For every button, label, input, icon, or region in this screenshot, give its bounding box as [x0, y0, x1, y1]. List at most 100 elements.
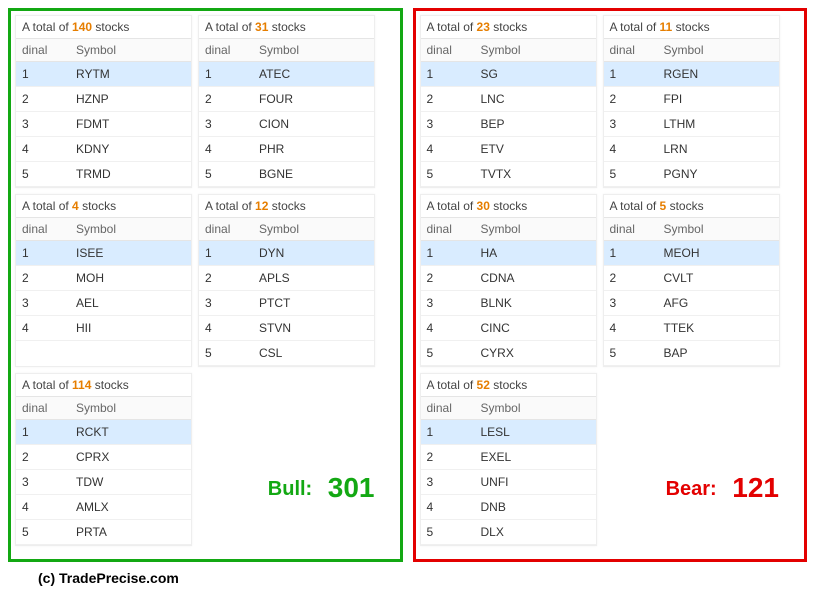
- ordinal-cell: 5: [199, 341, 253, 366]
- symbol-cell: CINC: [475, 316, 596, 341]
- ordinal-cell: 3: [16, 470, 70, 495]
- table-row[interactable]: 5TVTX: [421, 162, 596, 187]
- stock-table: dinalSymbol1RCKT2CPRX3TDW4AMLX5PRTA: [16, 396, 191, 545]
- table-row[interactable]: 4HII: [16, 316, 191, 341]
- ordinal-cell: 3: [199, 112, 253, 137]
- table-row[interactable]: 4ETV: [421, 137, 596, 162]
- table-row[interactable]: 2MOH: [16, 266, 191, 291]
- table-row[interactable]: 2LNC: [421, 87, 596, 112]
- table-row[interactable]: 5DLX: [421, 520, 596, 545]
- table-row[interactable]: 3LTHM: [604, 112, 779, 137]
- table-row[interactable]: 2CDNA: [421, 266, 596, 291]
- ordinal-cell: 1: [604, 62, 658, 87]
- table-row[interactable]: 5CYRX: [421, 341, 596, 366]
- bear-total: 121: [732, 472, 779, 503]
- credit: (c) TradePrecise.com: [38, 570, 807, 586]
- table-row[interactable]: 4PHR: [199, 137, 374, 162]
- table-row[interactable]: 1LESL: [421, 420, 596, 445]
- block-title: A total of 23 stocks: [421, 16, 596, 38]
- table-row[interactable]: 2FOUR: [199, 87, 374, 112]
- ordinal-header: dinal: [16, 397, 70, 420]
- table-row[interactable]: 2EXEL: [421, 445, 596, 470]
- table-row[interactable]: 3UNFI: [421, 470, 596, 495]
- symbol-cell: UNFI: [475, 470, 596, 495]
- table-row[interactable]: 1ATEC: [199, 62, 374, 87]
- table-row[interactable]: 5PRTA: [16, 520, 191, 545]
- ordinal-cell: 5: [421, 520, 475, 545]
- block-title: A total of 114 stocks: [16, 374, 191, 396]
- table-row[interactable]: 1DYN: [199, 241, 374, 266]
- total-suffix: stocks: [672, 20, 709, 34]
- symbol-cell: CION: [253, 112, 374, 137]
- total-suffix: stocks: [666, 199, 703, 213]
- table-row[interactable]: 4AMLX: [16, 495, 191, 520]
- table-row[interactable]: 4TTEK: [604, 316, 779, 341]
- bull-summary: Bull: 301: [268, 472, 375, 504]
- stock-table: dinalSymbol1RGEN2FPI3LTHM4LRN5PGNY: [604, 38, 779, 187]
- ordinal-header: dinal: [199, 218, 253, 241]
- table-row[interactable]: 2FPI: [604, 87, 779, 112]
- symbol-cell: CPRX: [70, 445, 191, 470]
- table-row[interactable]: 5BGNE: [199, 162, 374, 187]
- symbol-cell: HA: [475, 241, 596, 266]
- symbol-cell: LTHM: [658, 112, 779, 137]
- table-row[interactable]: 4LRN: [604, 137, 779, 162]
- table-row[interactable]: 1RYTM: [16, 62, 191, 87]
- table-row[interactable]: 5CSL: [199, 341, 374, 366]
- ordinal-cell: 2: [421, 266, 475, 291]
- ordinal-cell: 5: [604, 162, 658, 187]
- ordinal-cell: 2: [421, 87, 475, 112]
- table-row[interactable]: 1HA: [421, 241, 596, 266]
- table-row[interactable]: 2CPRX: [16, 445, 191, 470]
- total-prefix: A total of: [205, 199, 255, 213]
- total-prefix: A total of: [22, 378, 72, 392]
- table-row[interactable]: 3BLNK: [421, 291, 596, 316]
- symbol-cell: BEP: [475, 112, 596, 137]
- symbol-header: Symbol: [70, 39, 191, 62]
- ordinal-cell: 3: [421, 470, 475, 495]
- stock-table: dinalSymbol1DYN2APLS3PTCT4STVN5CSL: [199, 217, 374, 366]
- table-row[interactable]: 3BEP: [421, 112, 596, 137]
- table-row[interactable]: 1SG: [421, 62, 596, 87]
- symbol-header: Symbol: [475, 397, 596, 420]
- total-prefix: A total of: [610, 199, 660, 213]
- ordinal-cell: 2: [604, 266, 658, 291]
- ordinal-cell: 3: [421, 112, 475, 137]
- ordinal-cell: 4: [199, 316, 253, 341]
- table-row[interactable]: 1RCKT: [16, 420, 191, 445]
- block-count: 140: [72, 20, 92, 34]
- table-row[interactable]: 2HZNP: [16, 87, 191, 112]
- symbol-cell: PTCT: [253, 291, 374, 316]
- table-row[interactable]: 5PGNY: [604, 162, 779, 187]
- table-row[interactable]: 2CVLT: [604, 266, 779, 291]
- stock-table: dinalSymbol1RYTM2HZNP3FDMT4KDNY5TRMD: [16, 38, 191, 187]
- table-row[interactable]: 3AEL: [16, 291, 191, 316]
- table-row[interactable]: 1MEOH: [604, 241, 779, 266]
- table-row[interactable]: 4DNB: [421, 495, 596, 520]
- ordinal-cell: 1: [16, 420, 70, 445]
- symbol-cell: TRMD: [70, 162, 191, 187]
- table-row[interactable]: 1ISEE: [16, 241, 191, 266]
- ordinal-cell: 1: [16, 62, 70, 87]
- symbol-cell: STVN: [253, 316, 374, 341]
- table-row[interactable]: 3CION: [199, 112, 374, 137]
- table-row[interactable]: 4CINC: [421, 316, 596, 341]
- table-row[interactable]: 3AFG: [604, 291, 779, 316]
- table-row[interactable]: 2APLS: [199, 266, 374, 291]
- table-row[interactable]: 1RGEN: [604, 62, 779, 87]
- ordinal-cell: 4: [16, 137, 70, 162]
- table-row[interactable]: 5TRMD: [16, 162, 191, 187]
- table-row[interactable]: 5BAP: [604, 341, 779, 366]
- table-row[interactable]: 4STVN: [199, 316, 374, 341]
- ordinal-cell: 3: [199, 291, 253, 316]
- symbol-cell: TDW: [70, 470, 191, 495]
- block-title: A total of 31 stocks: [199, 16, 374, 38]
- table-row[interactable]: 4KDNY: [16, 137, 191, 162]
- block-count: 30: [477, 199, 490, 213]
- symbol-cell: FPI: [658, 87, 779, 112]
- table-row[interactable]: 3PTCT: [199, 291, 374, 316]
- symbol-cell: TVTX: [475, 162, 596, 187]
- table-row[interactable]: 3FDMT: [16, 112, 191, 137]
- block-title: A total of 30 stocks: [421, 195, 596, 217]
- table-row[interactable]: 3TDW: [16, 470, 191, 495]
